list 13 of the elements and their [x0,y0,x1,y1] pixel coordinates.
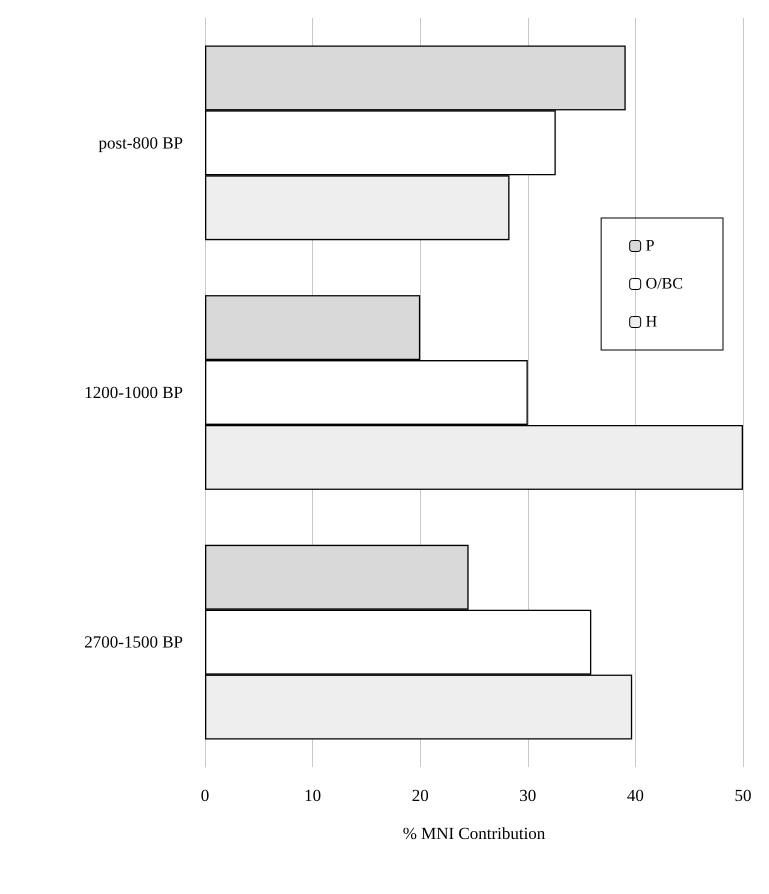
x-tick-label: 10 [304,786,322,805]
x-tick-label: 40 [626,786,644,805]
x-axis-title: % MNI Contribution [402,824,546,843]
y-tick-label: post-800 BP [98,133,183,152]
y-tick-label: 2700-1500 BP [84,632,183,652]
x-tick-label: 0 [200,786,210,805]
legend-label: O/BC [646,276,683,292]
x-tick-label: 30 [519,786,536,805]
x-tick-label: 50 [734,786,752,805]
legend-label: P [646,238,655,254]
y-tick-label: 1200-1000 BP [84,383,183,402]
x-tick-label: 20 [412,786,429,805]
legend-label: H [646,314,658,330]
